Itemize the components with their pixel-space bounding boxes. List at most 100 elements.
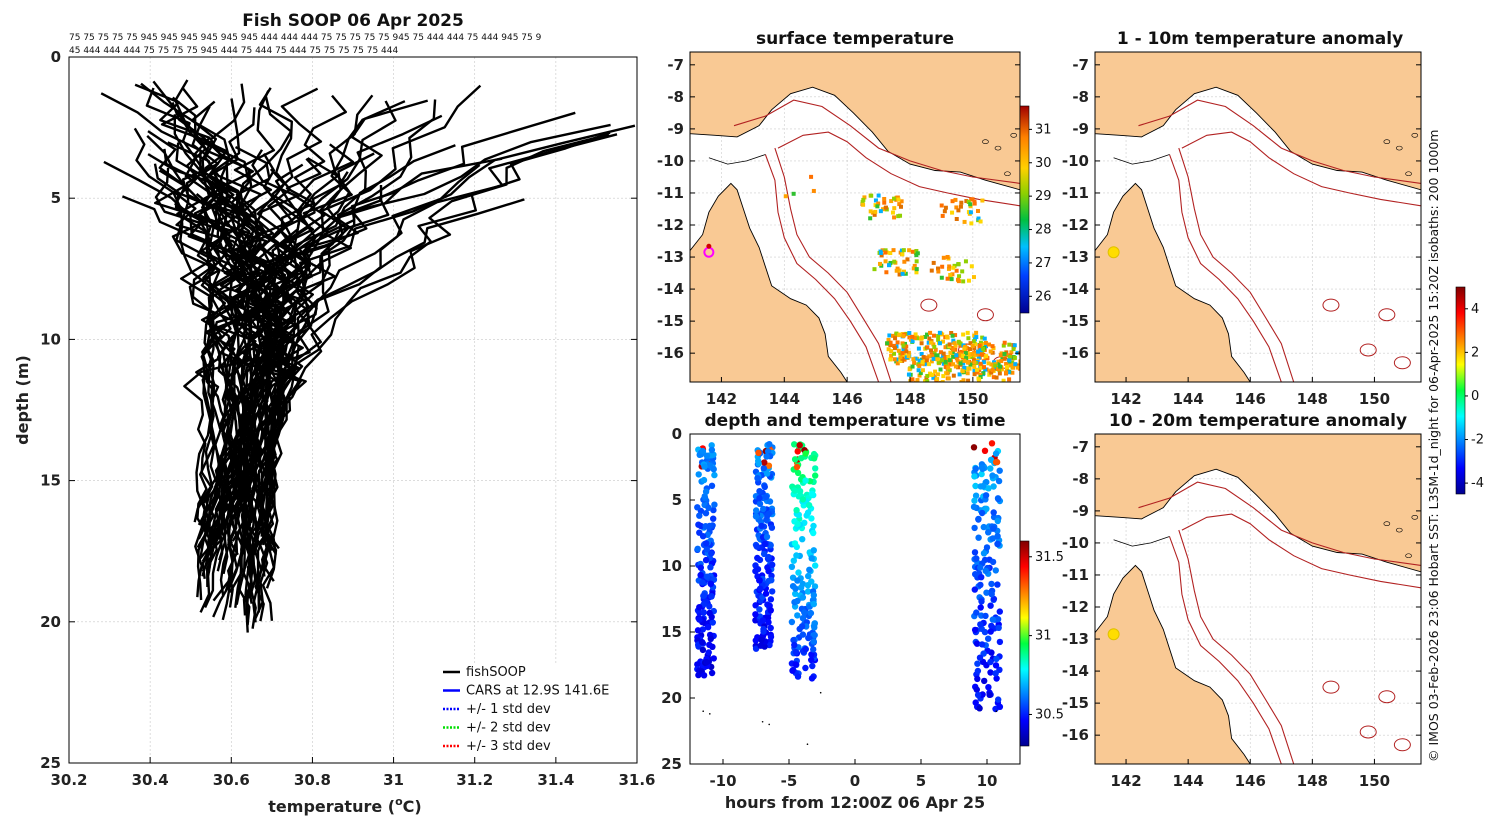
profile-xlabel: temperature (oC) [268, 795, 421, 816]
isobath [774, 147, 892, 382]
sst-cell [1029, 360, 1033, 364]
scatter-point [972, 465, 979, 472]
sst-cell [969, 221, 974, 226]
sst-cell [941, 339, 946, 344]
sst-cell [964, 199, 969, 204]
map-xtick: 144 [1172, 390, 1203, 408]
sst-cell [933, 347, 938, 352]
scatter-point [794, 577, 801, 584]
sst-cell [981, 346, 986, 351]
scatter-point [767, 607, 774, 614]
map-xtick: 150 [957, 390, 988, 408]
sst-cell [1011, 365, 1016, 370]
scatter-ytick: 15 [661, 623, 682, 641]
sst-cell [861, 202, 866, 207]
map-ytick: -7 [1072, 438, 1089, 456]
sst-cell [969, 354, 974, 359]
sst-cell [1039, 363, 1043, 367]
colorbar-tick: 30 [1035, 156, 1052, 171]
sst-cell [951, 373, 956, 378]
scatter-point [970, 444, 978, 451]
scatter-point [810, 592, 817, 599]
scatter-point [764, 448, 772, 455]
sst-cell [1010, 360, 1015, 365]
scatter-point [711, 501, 718, 508]
sst-cell [959, 349, 964, 354]
island [1383, 521, 1391, 527]
scatter-point [703, 452, 711, 459]
sst-cell [979, 365, 984, 370]
credit-text: © IMOS 03-Feb-2026 23:06 Hobart SST: L3S… [1426, 130, 1441, 762]
sst-cell [911, 266, 916, 271]
sst-cell [966, 278, 971, 283]
sst-cell [924, 376, 929, 381]
sst-cell [950, 199, 955, 204]
scatter-point [797, 584, 805, 591]
sst-cell [958, 204, 963, 209]
scatter-ytick: 25 [661, 755, 682, 773]
map-ytick: -9 [1072, 502, 1089, 520]
scatter-point [699, 639, 706, 646]
sst-cell [1004, 361, 1009, 366]
sst-cell [1002, 356, 1007, 361]
sst-cell [1029, 351, 1033, 355]
sst-cell [902, 259, 907, 264]
scatter-point [971, 473, 978, 480]
profile-line [191, 107, 256, 556]
sst-cell [914, 336, 919, 341]
scatter-point [799, 536, 806, 543]
sst-cell [999, 367, 1004, 372]
scatter-point [708, 446, 716, 454]
sst-cell [969, 383, 973, 387]
sst-cell [1039, 346, 1043, 350]
scatter-point [760, 464, 767, 472]
sst-cell [910, 339, 915, 344]
scatter-point [769, 588, 776, 595]
scatter-point [805, 502, 813, 509]
profile-line [224, 152, 294, 591]
scatter-point [810, 646, 817, 653]
scatter-point [795, 569, 802, 576]
sst-cell [1023, 355, 1027, 359]
sst-cell [900, 252, 905, 257]
sst-cell [925, 355, 930, 360]
sst-cell [969, 264, 974, 269]
scatter-point [699, 646, 707, 654]
sst-cell [1002, 351, 1007, 356]
sst-cell [947, 264, 952, 269]
sst-cell [965, 371, 970, 376]
sst-cell [969, 382, 973, 386]
scatter-point [985, 684, 992, 691]
sst-cell [1021, 352, 1025, 356]
sst-cell [882, 196, 887, 201]
map-xtick: 142 [1110, 390, 1141, 408]
scatter-point [707, 635, 714, 642]
scatter-point [760, 550, 768, 558]
sst-cell [914, 270, 919, 275]
scatter-point [982, 492, 990, 499]
scatter-point [804, 588, 812, 595]
sst-cell [902, 357, 907, 362]
sst-cell [958, 361, 963, 366]
scatter-point [799, 594, 807, 601]
scatter-point [796, 442, 803, 449]
sst-cell [875, 204, 880, 209]
sst-cell [1035, 363, 1039, 367]
scatter-point [700, 476, 708, 484]
sst-cell [911, 357, 916, 362]
scatter-point [989, 472, 996, 479]
scatter-point [756, 500, 764, 507]
sst-cell [983, 340, 988, 345]
isobath [1178, 529, 1295, 764]
sst-cell [914, 259, 919, 264]
sst-cell [997, 371, 1002, 376]
profile-xtick: 30.8 [294, 771, 331, 789]
scatter-point [806, 566, 813, 573]
scatter-ytick: 5 [672, 491, 682, 509]
sst-cell [907, 367, 912, 372]
sst-cell [919, 383, 923, 387]
sst-cell [925, 332, 930, 337]
scatter-point [976, 654, 984, 661]
sst-cell [938, 367, 943, 372]
sst-cell [898, 355, 903, 360]
